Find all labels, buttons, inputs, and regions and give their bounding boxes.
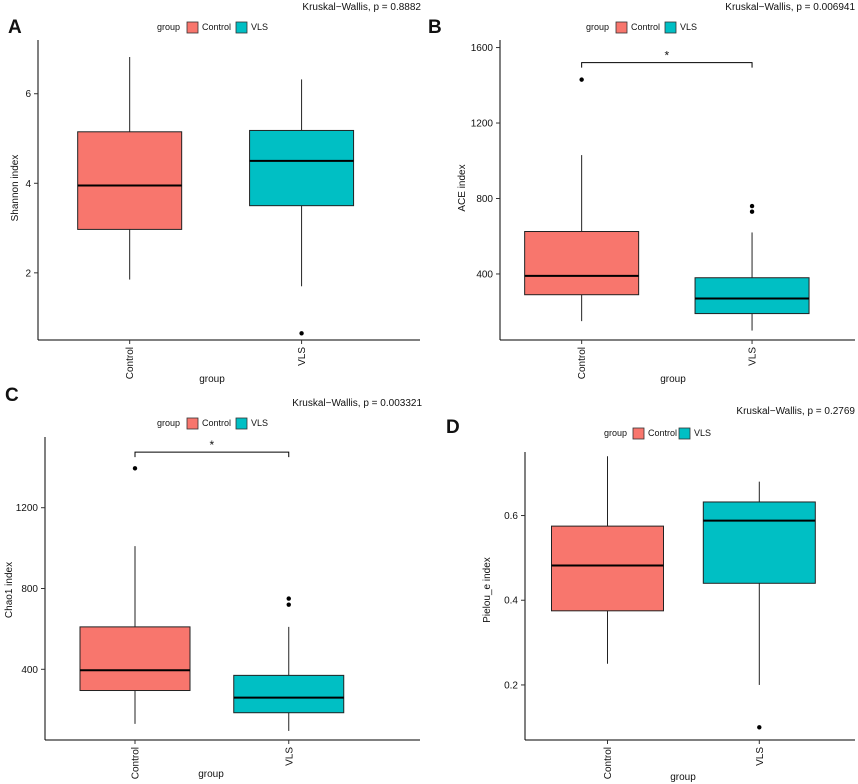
panel-c-vls-box xyxy=(233,674,345,714)
panel-b-x-tick-label-control: Control xyxy=(577,347,588,379)
panel-a-vls-box xyxy=(249,129,355,207)
panel-b-x-axis-label: group xyxy=(660,374,686,385)
panel-d-vls-box xyxy=(702,501,816,584)
panel-b-legend-title: group xyxy=(586,22,609,32)
panel-a-legend-key-control xyxy=(186,21,199,34)
panel-a: A Kruskal−Wallis, p = 0.8882 group Contr… xyxy=(8,2,421,385)
panel-b-y-tick-label: 1200 xyxy=(471,119,494,130)
panel-b-legend-key-control xyxy=(615,21,628,34)
panel-b-plot: 400 800 1200 1600 Control VLS * xyxy=(471,40,855,379)
panel-a-control-box xyxy=(77,131,183,230)
panel-a-y-tick-label: 2 xyxy=(25,268,31,279)
panel-a-legend-label-vls: VLS xyxy=(251,22,268,32)
panel-c-x-axis-label: group xyxy=(198,769,224,780)
panel-b-legend-label-vls: VLS xyxy=(680,22,697,32)
panel-b-vls-outlier-point xyxy=(749,203,755,209)
panel-b-legend-key-vls xyxy=(664,21,677,34)
panel-d-legend-key-vls xyxy=(678,427,691,440)
panel-d-letter: D xyxy=(446,417,460,438)
panel-a-x-axis-label: group xyxy=(199,374,225,385)
panel-d-legend-label-vls: VLS xyxy=(694,428,711,438)
panel-c-significance-bracket xyxy=(134,451,290,458)
panel-c-control-outlier-point xyxy=(132,466,138,471)
panel-c-x-tick-label-vls: VLS xyxy=(284,747,295,766)
panel-a-y-tick-label: 6 xyxy=(25,89,31,100)
panel-b-x-tick-label-vls: VLS xyxy=(748,347,759,366)
panel-d-y-tick-label: 0.4 xyxy=(504,596,518,607)
panel-d-stat-label: Kruskal−Wallis, p = 0.2769 xyxy=(736,406,855,417)
panel-c-control-box xyxy=(79,626,191,692)
panel-b: B Kruskal−Wallis, p = 0.006941 group Con… xyxy=(428,2,855,385)
panel-d-y-tick-label: 0.6 xyxy=(504,511,518,522)
panel-a-vls-outlier-point xyxy=(299,331,304,336)
panel-b-letter: B xyxy=(428,17,442,38)
panel-b-y-tick-label: 1600 xyxy=(471,43,494,54)
panel-b-y-axis-label: ACE index xyxy=(457,164,468,211)
panel-b-significance-bracket xyxy=(581,62,753,68)
panel-b-y-tick-label: 400 xyxy=(476,269,493,280)
panel-b-significance-star: * xyxy=(665,49,670,63)
panel-c-y-axis-label: Chao1 index xyxy=(4,562,15,618)
panel-c-legend-title: group xyxy=(157,418,180,428)
panel-c-legend-label-control: Control xyxy=(202,418,231,428)
panel-a-x-tick-label-vls: VLS xyxy=(297,347,308,366)
panel-c-plot: 400 800 1200 Control VLS * xyxy=(16,437,420,779)
panel-d-x-tick-label-control: Control xyxy=(603,747,614,779)
panel-c-stat-label: Kruskal−Wallis, p = 0.003321 xyxy=(292,398,422,409)
panel-c-y-tick-label: 800 xyxy=(21,584,38,595)
panel-b-stat-label: Kruskal−Wallis, p = 0.006941 xyxy=(725,2,855,13)
panel-b-control-outlier-point xyxy=(579,77,584,82)
panel-d-x-tick-label-vls: VLS xyxy=(755,747,766,766)
panel-d-vls-outlier-point xyxy=(757,725,762,730)
panel-c-letter: C xyxy=(5,385,19,406)
panel-d-legend-title: group xyxy=(604,428,627,438)
panel-a-legend-key-vls xyxy=(235,21,248,34)
panel-a-y-tick-label: 4 xyxy=(25,179,31,190)
panel-b-vls-outlier-point xyxy=(749,209,755,214)
panel-a-legend-label-control: Control xyxy=(202,22,231,32)
panel-c-x-tick-label-control: Control xyxy=(131,747,142,779)
panel-c-vls-outlier-point xyxy=(286,602,291,607)
panel-a-x-tick-label-control: Control xyxy=(125,347,136,379)
panel-d-y-tick-label: 0.2 xyxy=(504,680,518,691)
panel-a-y-axis-label: Shannon index xyxy=(10,155,21,222)
panel-c-significance-star: * xyxy=(210,438,215,452)
panel-c-y-tick-label: 1200 xyxy=(16,503,39,514)
panel-d-plot: 0.2 0.4 0.6 Control VLS xyxy=(504,452,855,779)
panel-a-legend-title: group xyxy=(157,22,180,32)
panel-c-legend-key-control xyxy=(186,417,199,430)
panel-b-y-tick-label: 800 xyxy=(476,194,493,205)
panel-d-legend-label-control: Control xyxy=(648,428,677,438)
panel-d-y-axis-label: Pielou_e index xyxy=(482,557,493,623)
panel-a-plot: 2 4 6 Control VLS xyxy=(25,40,420,379)
panel-c-legend-label-vls: VLS xyxy=(251,418,268,428)
panel-c-vls-outlier-point xyxy=(286,596,291,601)
panel-d-legend-key-control xyxy=(632,427,645,440)
panel-a-stat-label: Kruskal−Wallis, p = 0.8882 xyxy=(302,2,421,13)
panel-d-x-axis-label: group xyxy=(670,772,696,783)
panel-b-control-box xyxy=(524,231,640,296)
panel-c: C Kruskal−Wallis, p = 0.003321 group Con… xyxy=(4,385,422,780)
panel-b-legend-label-control: Control xyxy=(631,22,660,32)
panel-c-legend-key-vls xyxy=(235,417,248,430)
panel-b-vls-box xyxy=(694,277,810,315)
panel-a-letter: A xyxy=(8,17,22,38)
panel-d-control-box xyxy=(551,525,664,612)
panel-d: D Kruskal−Wallis, p = 0.2769 group Contr… xyxy=(446,406,855,783)
panel-c-y-tick-label: 400 xyxy=(21,665,38,676)
